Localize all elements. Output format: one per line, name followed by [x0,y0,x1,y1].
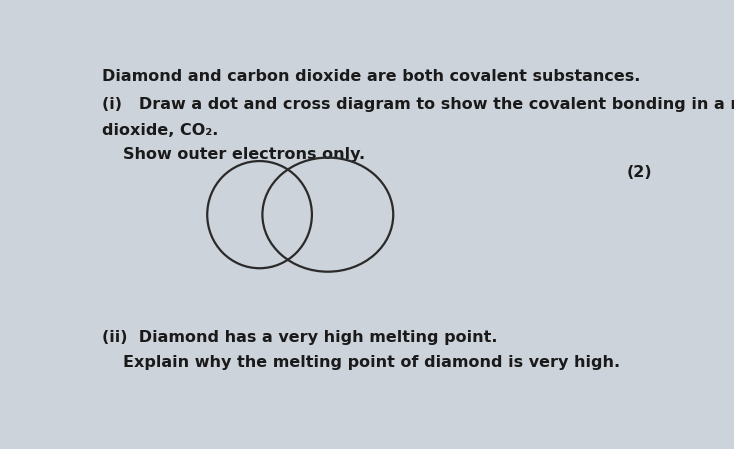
Text: Show outer electrons only.: Show outer electrons only. [123,147,365,162]
Text: (ii)  Diamond has a very high melting point.: (ii) Diamond has a very high melting poi… [102,330,498,345]
Text: Explain why the melting point of diamond is very high.: Explain why the melting point of diamond… [123,355,620,370]
Text: dioxide, CO₂.: dioxide, CO₂. [102,123,218,138]
Text: (i)   Draw a dot and cross diagram to show the covalent bonding in a molecule of: (i) Draw a dot and cross diagram to show… [102,97,734,112]
Text: (2): (2) [626,164,652,180]
Text: Diamond and carbon dioxide are both covalent substances.: Diamond and carbon dioxide are both cova… [102,70,640,84]
